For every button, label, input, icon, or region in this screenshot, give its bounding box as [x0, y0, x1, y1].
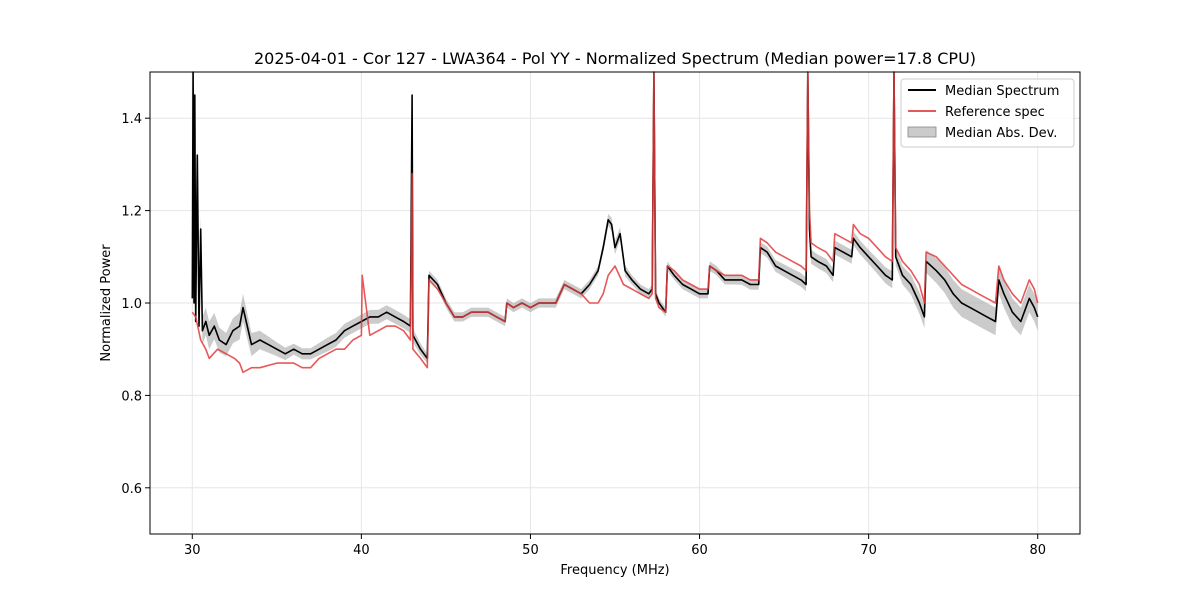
legend-frame [900, 78, 1075, 148]
y-tick-label: 0.6 [121, 482, 142, 497]
y-tick-label: 0.8 [121, 389, 142, 404]
y-tick-label: 1.4 [121, 112, 142, 127]
legend-median-label: Median Spectrum [945, 84, 1059, 99]
y-tick-label: 1.2 [121, 205, 142, 220]
y-tick-label: 1.0 [121, 297, 142, 312]
legend: Median Spectrum Reference spec Median Ab… [900, 78, 1075, 148]
y-axis-ticks: 0.6 0.8 1.0 1.2 1.4 [121, 112, 150, 497]
legend-mad-label: Median Abs. Dev. [945, 126, 1057, 141]
x-tick-label: 70 [860, 543, 877, 558]
x-tick-label: 50 [522, 543, 539, 558]
x-tick-label: 80 [1029, 543, 1046, 558]
y-axis-label: Normalized Power [99, 244, 114, 362]
plot-area [191, 71, 1039, 374]
reference-spectrum-line [191, 71, 1039, 374]
x-axis-label: Frequency (MHz) [560, 563, 669, 578]
chart-title: 2025-04-01 - Cor 127 - LWA364 - Pol YY -… [254, 49, 976, 68]
median-spectrum-line [191, 71, 1039, 360]
legend-reference-label: Reference spec [945, 105, 1045, 120]
x-axis-ticks: 30 40 50 60 70 80 [184, 534, 1046, 558]
x-tick-label: 40 [353, 543, 370, 558]
x-tick-label: 60 [691, 543, 708, 558]
x-tick-label: 30 [184, 543, 201, 558]
legend-mad-swatch [907, 126, 937, 138]
